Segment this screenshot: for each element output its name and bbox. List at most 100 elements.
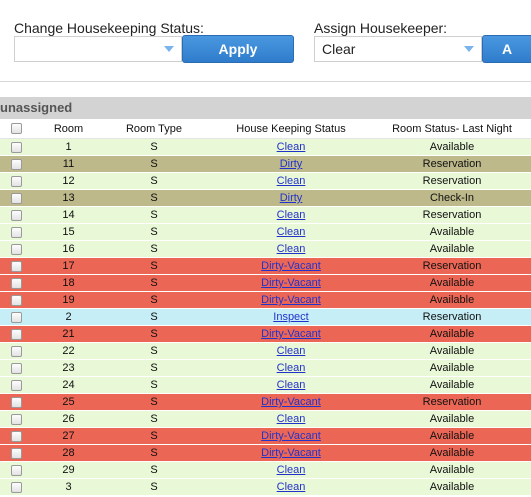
housekeeping-status-link[interactable]: Dirty-Vacant (261, 430, 321, 442)
table-row[interactable]: 19 S Dirty-Vacant Available (0, 291, 531, 309)
table-row[interactable]: 29 S Clean Available (0, 461, 531, 479)
row-select-cell (0, 393, 38, 411)
column-header-room-type[interactable]: Room Type (99, 119, 209, 139)
row-select-cell (0, 206, 38, 224)
assign-button[interactable]: A (482, 35, 531, 63)
housekeeping-status-link[interactable]: Dirty-Vacant (261, 277, 321, 289)
housekeeping-status-link[interactable]: Clean (276, 379, 306, 391)
table-row[interactable]: 24 S Clean Available (0, 376, 531, 394)
row-checkbox[interactable] (11, 175, 22, 187)
row-checkbox[interactable] (11, 192, 22, 204)
row-select-cell (0, 478, 38, 496)
table-row[interactable]: 27 S Dirty-Vacant Available (0, 427, 531, 445)
housekeeping-status-link[interactable]: Dirty (279, 158, 303, 170)
table-row[interactable]: 15 S Clean Available (0, 223, 531, 241)
row-checkbox[interactable] (11, 260, 22, 272)
row-select-cell (0, 325, 38, 343)
row-checkbox[interactable] (11, 447, 22, 459)
room-cell: 21 (38, 325, 99, 343)
table-row[interactable]: 14 S Clean Reservation (0, 206, 531, 224)
room-cell: 23 (38, 359, 99, 377)
room-status-cell: Reservation (373, 206, 531, 224)
row-checkbox[interactable] (11, 158, 22, 170)
row-checkbox[interactable] (11, 226, 22, 238)
row-checkbox[interactable] (11, 141, 22, 153)
change-status-select[interactable] (14, 36, 182, 62)
row-checkbox[interactable] (11, 311, 22, 323)
table-row[interactable]: 12 S Clean Reservation (0, 172, 531, 190)
housekeeping-status-link[interactable]: Dirty (279, 192, 303, 204)
housekeeping-status-link[interactable]: Dirty-Vacant (261, 447, 321, 459)
room-cell: 28 (38, 444, 99, 462)
housekeeping-status-link[interactable]: Clean (276, 141, 306, 153)
housekeeping-status-link[interactable]: Dirty-Vacant (261, 294, 321, 306)
housekeeping-status-link[interactable]: Clean (276, 209, 306, 221)
housekeeping-status-cell: Clean (209, 240, 373, 258)
table-row[interactable]: 1 S Clean Available (0, 138, 531, 156)
housekeeping-status-link[interactable]: Dirty-Vacant (261, 260, 321, 272)
row-select-cell (0, 257, 38, 275)
row-checkbox[interactable] (11, 379, 22, 391)
room-type-cell: S (99, 478, 209, 496)
table-row[interactable]: 26 S Clean Available (0, 410, 531, 428)
table-row[interactable]: 23 S Clean Available (0, 359, 531, 377)
column-header-room[interactable]: Room (38, 119, 99, 139)
room-status-cell: Available (373, 410, 531, 428)
assign-housekeeper-select[interactable]: Clear (314, 36, 482, 62)
chevron-down-icon (464, 46, 474, 52)
room-cell: 18 (38, 274, 99, 292)
table-header-row: Room Room Type House Keeping Status Room… (0, 119, 531, 139)
change-status-label: Change Housekeeping Status: (14, 20, 204, 36)
row-checkbox[interactable] (11, 362, 22, 374)
row-checkbox[interactable] (11, 209, 22, 221)
row-checkbox[interactable] (11, 345, 22, 357)
room-status-cell: Reservation (373, 393, 531, 411)
housekeeping-status-link[interactable]: Clean (276, 175, 306, 187)
column-header-room-status[interactable]: Room Status- Last Night (373, 119, 531, 139)
table-row[interactable]: 11 S Dirty Reservation (0, 155, 531, 173)
table-row[interactable]: 21 S Dirty-Vacant Available (0, 325, 531, 343)
row-checkbox[interactable] (11, 481, 22, 493)
housekeeping-status-link[interactable]: Clean (276, 464, 306, 476)
housekeeping-status-cell: Clean (209, 206, 373, 224)
housekeeping-status-link[interactable]: Clean (276, 481, 306, 493)
room-status-cell: Available (373, 444, 531, 462)
room-cell: 12 (38, 172, 99, 190)
room-cell: 27 (38, 427, 99, 445)
table-row[interactable]: 2 S Inspect Reservation (0, 308, 531, 326)
table-row[interactable]: 13 S Dirty Check-In (0, 189, 531, 207)
room-type-cell: S (99, 257, 209, 275)
table-row[interactable]: 3 S Clean Available (0, 478, 531, 496)
column-header-housekeeping-status[interactable]: House Keeping Status (209, 119, 373, 139)
row-checkbox[interactable] (11, 464, 22, 476)
table-row[interactable]: 25 S Dirty-Vacant Reservation (0, 393, 531, 411)
row-checkbox[interactable] (11, 294, 22, 306)
table-row[interactable]: 18 S Dirty-Vacant Available (0, 274, 531, 292)
housekeeping-status-link[interactable]: Clean (276, 243, 306, 255)
select-all-checkbox[interactable] (11, 123, 22, 135)
apply-button[interactable]: Apply (182, 35, 294, 63)
row-checkbox[interactable] (11, 396, 22, 408)
row-checkbox[interactable] (11, 243, 22, 255)
row-checkbox[interactable] (11, 430, 22, 442)
housekeeping-status-link[interactable]: Dirty-Vacant (261, 396, 321, 408)
housekeeping-status-link[interactable]: Clean (276, 345, 306, 357)
housekeeping-status-cell: Dirty (209, 155, 373, 173)
housekeeping-status-link[interactable]: Inspect (273, 311, 309, 323)
row-select-cell (0, 172, 38, 190)
room-cell: 26 (38, 410, 99, 428)
table-row[interactable]: 22 S Clean Available (0, 342, 531, 360)
housekeeping-status-link[interactable]: Clean (276, 362, 306, 374)
room-status-cell: Available (373, 291, 531, 309)
table-row[interactable]: 28 S Dirty-Vacant Available (0, 444, 531, 462)
housekeeping-status-link[interactable]: Dirty-Vacant (261, 328, 321, 340)
row-checkbox[interactable] (11, 328, 22, 340)
row-checkbox[interactable] (11, 277, 22, 289)
table-row[interactable]: 17 S Dirty-Vacant Reservation (0, 257, 531, 275)
room-cell: 15 (38, 223, 99, 241)
housekeeping-status-link[interactable]: Clean (276, 413, 306, 425)
table-row[interactable]: 16 S Clean Available (0, 240, 531, 258)
housekeeping-status-link[interactable]: Clean (276, 226, 306, 238)
row-checkbox[interactable] (11, 413, 22, 425)
room-type-cell: S (99, 376, 209, 394)
